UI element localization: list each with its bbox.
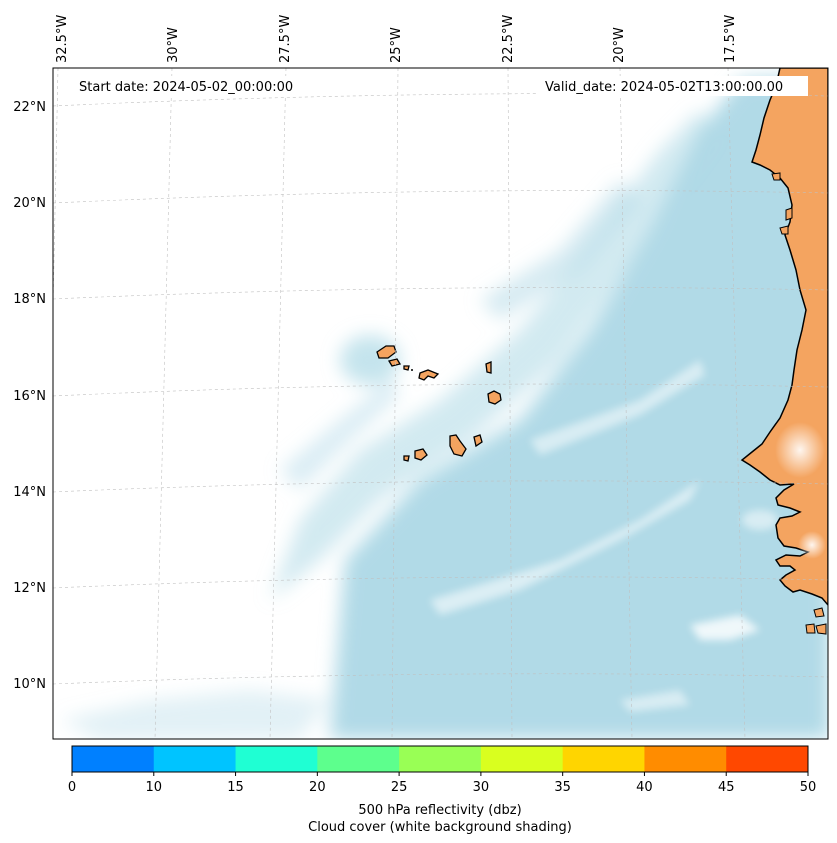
lat-label: 14°N [13, 485, 46, 500]
colorbar-tick-label: 15 [227, 780, 244, 795]
colorbar-swatch [480, 746, 564, 772]
colorbar-tick-label: 35 [554, 780, 571, 795]
lat-label: 16°N [13, 389, 46, 404]
colorbar-title: 500 hPa reflectivity (dbz) [358, 803, 521, 818]
island-sao-vicente [387, 358, 402, 367]
land-cloud-highlight [775, 422, 825, 478]
colorbar-tick-label: 25 [391, 780, 408, 795]
graticule [53, 68, 828, 739]
start-date-label: Start date: 2024-05-02_00:00:00 [79, 80, 293, 95]
colorbar-tick-label: 0 [68, 780, 76, 795]
land-cloud-highlight-2 [798, 531, 826, 559]
colorbar-swatch [562, 746, 645, 772]
lon-label: 17.5°W [723, 15, 738, 63]
colorbar-tick-label: 30 [473, 780, 490, 795]
island-dot [411, 369, 413, 371]
coastal-islands [771, 172, 827, 635]
colorbar-frame [71, 745, 809, 773]
colorbar-swatch [72, 746, 155, 772]
lon-label: 32.5°W [55, 15, 70, 63]
island-sao-nicolau [418, 369, 440, 381]
island-sal [485, 361, 492, 374]
island-santo-antao [376, 345, 397, 359]
longitude-labels: 32.5°W 30°W 27.5°W 25°W 22.5°W 20°W 17.5… [55, 15, 738, 63]
lon-label: 27.5°W [278, 15, 293, 63]
island-maio [473, 434, 483, 448]
island-fogo [414, 448, 428, 461]
colorbar-swatch [644, 746, 727, 772]
island-brava [403, 455, 410, 462]
colorbar-tick-label: 40 [636, 780, 653, 795]
lon-label: 25°W [389, 27, 404, 63]
colorbar-ticks: 0 10 15 20 25 30 35 40 45 50 [68, 772, 816, 795]
map-frame [52, 67, 829, 740]
island-santa-luzia [403, 365, 410, 371]
lat-label: 10°N [13, 677, 46, 692]
colorbar: 0 10 15 20 25 30 35 40 45 50 500 hPa reflectivity… [68, 745, 816, 835]
colorbar-swatch [235, 746, 318, 772]
colorbar-swatch [726, 746, 809, 772]
colorbar-tick-label: 45 [718, 780, 735, 795]
colorbar-subtitle: Cloud cover (white background shading) [308, 820, 572, 835]
island-boa-vista [487, 390, 502, 405]
island-santiago [449, 434, 467, 457]
colorbar-swatch [399, 746, 482, 772]
cloud-clear-patches [430, 360, 778, 712]
colorbar-tick-label: 20 [309, 780, 326, 795]
colorbar-tick-label: 10 [146, 780, 163, 795]
lat-label: 20°N [13, 196, 46, 211]
colorbar-swatch [153, 746, 237, 772]
lon-label: 20°W [612, 27, 627, 63]
lat-label: 22°N [13, 100, 46, 115]
lon-label: 22.5°W [501, 15, 516, 63]
valid-date-label: Valid_date: 2024-05-02T13:00:00.00 [545, 80, 783, 95]
latitude-labels: 22°N 20°N 18°N 16°N 14°N 12°N 10°N [13, 100, 46, 692]
colorbar-tick-label: 50 [800, 780, 817, 795]
lat-label: 12°N [13, 581, 46, 596]
colorbar-swatch [317, 746, 400, 772]
cape-verde-islands [376, 345, 502, 462]
colorbar-swatches [72, 746, 809, 772]
cloud-cover-layer [60, 75, 828, 739]
lon-label: 30°W [166, 27, 181, 63]
start-date-box [72, 76, 314, 96]
valid-date-box [538, 76, 808, 96]
lat-label: 18°N [13, 292, 46, 307]
